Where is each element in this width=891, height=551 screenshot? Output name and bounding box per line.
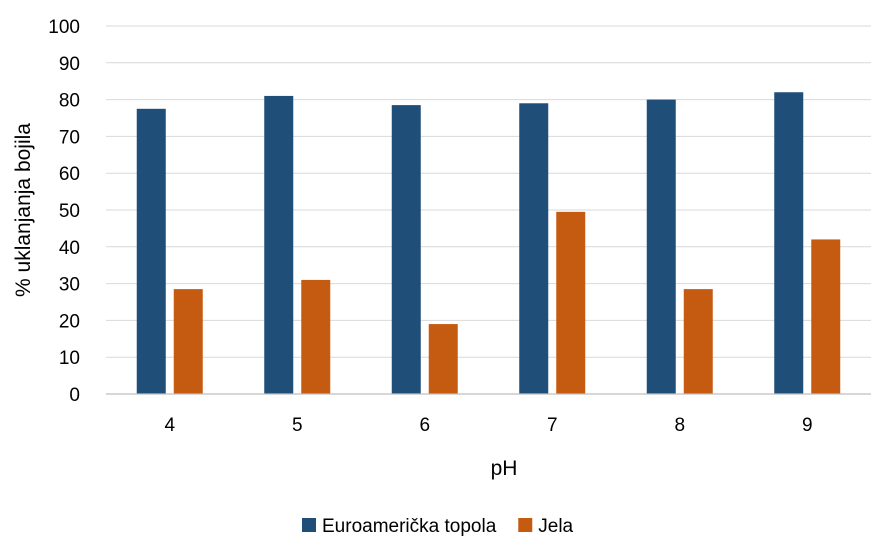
x-tick-label: 4 bbox=[164, 415, 175, 436]
bar bbox=[646, 99, 676, 394]
y-tick-label: 60 bbox=[59, 164, 80, 185]
bar bbox=[519, 103, 549, 394]
x-tick-label: 5 bbox=[292, 415, 303, 436]
y-tick-label: 70 bbox=[59, 127, 80, 148]
bars bbox=[136, 92, 841, 395]
y-tick-label: 20 bbox=[59, 311, 80, 332]
y-tick-label: 40 bbox=[59, 238, 80, 259]
axes: 0 10 20 30 40 50 60 70 80 90 100 4 5 6 7 8 9 bbox=[48, 17, 871, 436]
gridlines bbox=[106, 25, 871, 358]
x-axis-title: pH bbox=[491, 457, 518, 480]
y-tick-label: 100 bbox=[48, 17, 80, 38]
bar bbox=[264, 95, 294, 395]
bar bbox=[136, 108, 166, 395]
y-tick-label: 10 bbox=[59, 348, 80, 369]
legend-label: Jela bbox=[538, 516, 573, 537]
legend-swatch bbox=[302, 518, 316, 532]
bar bbox=[301, 279, 331, 394]
x-tick-label: 7 bbox=[547, 415, 558, 436]
bar bbox=[811, 239, 841, 394]
bar bbox=[683, 289, 713, 394]
legend: Euroamerička topola Jela bbox=[302, 516, 574, 537]
legend-swatch bbox=[518, 518, 533, 532]
y-tick-label: 30 bbox=[59, 275, 80, 296]
x-tick-label: 8 bbox=[674, 415, 685, 436]
y-tick-label: 80 bbox=[59, 91, 80, 112]
y-tick-label: 0 bbox=[69, 385, 80, 406]
bar bbox=[391, 105, 421, 395]
x-tick-label: 9 bbox=[802, 415, 813, 436]
legend-label: Euroamerička topola bbox=[322, 516, 497, 537]
bar bbox=[774, 92, 804, 395]
bar bbox=[556, 211, 586, 394]
x-tick-label: 6 bbox=[419, 415, 430, 436]
y-tick-label: 50 bbox=[59, 201, 80, 222]
y-axis-title: % uklanjanja bojila bbox=[12, 123, 35, 297]
bar bbox=[428, 324, 458, 394]
y-tick-label: 90 bbox=[59, 54, 80, 75]
bar bbox=[173, 289, 203, 394]
